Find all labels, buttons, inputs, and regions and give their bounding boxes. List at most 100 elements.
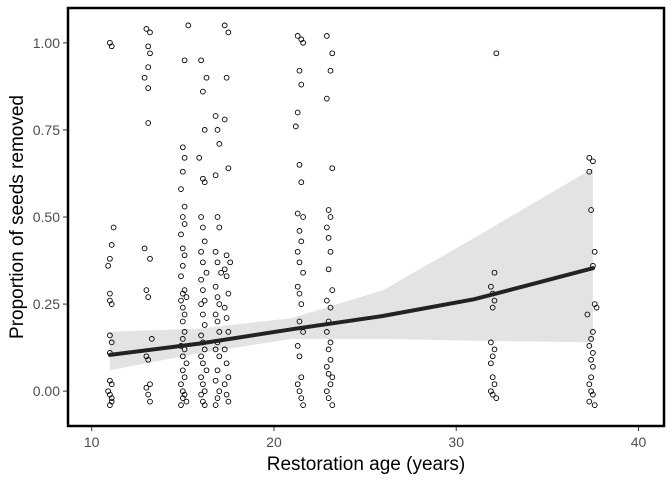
data-point: [223, 74, 230, 81]
data-point: [201, 346, 208, 353]
x-axis-title: Restoration age (years): [267, 454, 466, 475]
data-point: [584, 311, 591, 318]
data-point: [107, 290, 113, 297]
data-point: [491, 269, 498, 276]
data-point: [298, 301, 305, 307]
data-point: [327, 214, 334, 220]
data-point: [221, 266, 228, 273]
data-point: [489, 374, 496, 381]
data-point: [145, 43, 152, 50]
data-point: [586, 398, 593, 405]
data-point: [183, 398, 190, 405]
data-point: [201, 238, 208, 245]
data-point: [200, 381, 206, 388]
data-point: [147, 29, 153, 36]
data-point: [588, 336, 594, 342]
data-point: [323, 297, 330, 304]
data-point: [325, 395, 332, 401]
trend-line-layer: [107, 266, 595, 357]
data-point: [212, 248, 219, 255]
data-point: [200, 287, 206, 293]
data-point: [586, 381, 593, 388]
data-point: [179, 395, 186, 401]
data-point: [493, 50, 500, 57]
data-point: [294, 109, 301, 116]
data-point: [223, 273, 230, 280]
y-tick-label: 0.00: [33, 383, 60, 399]
data-point: [491, 381, 498, 388]
data-point: [181, 329, 188, 335]
data-point: [147, 381, 153, 388]
data-point: [586, 154, 593, 161]
data-point: [212, 402, 219, 408]
data-point: [298, 238, 305, 245]
data-point: [323, 224, 330, 231]
data-point: [300, 214, 306, 220]
data-point: [323, 329, 330, 335]
data-point: [179, 262, 186, 269]
y-tick-label: 0.75: [33, 122, 60, 138]
data-point: [178, 381, 184, 388]
data-point: [198, 276, 204, 283]
data-point: [198, 214, 204, 220]
data-point: [203, 74, 210, 81]
data-point: [294, 33, 301, 39]
data-point: [214, 214, 221, 220]
data-point: [323, 388, 330, 395]
data-point: [327, 248, 334, 255]
data-point: [203, 269, 210, 276]
data-point: [590, 391, 596, 398]
data-point: [325, 346, 332, 353]
data-point: [179, 318, 186, 325]
data-point: [225, 290, 232, 297]
data-point: [178, 186, 184, 192]
data-point: [214, 395, 221, 401]
data-point: [203, 367, 210, 374]
data-point: [200, 88, 206, 95]
data-point: [145, 294, 152, 300]
data-point: [108, 398, 115, 405]
data-point: [214, 367, 221, 374]
data-point: [201, 127, 208, 133]
data-point: [325, 207, 332, 213]
y-tick-label: 0.50: [33, 209, 60, 225]
data-point: [145, 120, 152, 126]
data-point: [300, 39, 306, 46]
data-point: [107, 255, 113, 262]
data-point: [329, 402, 336, 408]
data-point: [586, 343, 593, 349]
data-point: [198, 57, 204, 64]
data-point: [327, 356, 334, 363]
data-point: [327, 339, 334, 346]
data-point: [212, 283, 219, 290]
data-point: [214, 127, 221, 133]
data-point: [590, 158, 596, 165]
data-point: [147, 255, 153, 262]
data-point: [198, 301, 204, 307]
data-point: [329, 374, 336, 381]
data-points-layer: [105, 22, 600, 408]
data-point: [223, 391, 230, 398]
data-point: [201, 179, 208, 186]
data-point: [221, 381, 228, 388]
data-point: [225, 29, 232, 36]
data-point: [588, 356, 594, 363]
data-point: [178, 231, 184, 238]
data-point: [221, 116, 228, 123]
data-point: [216, 353, 223, 360]
data-point: [212, 311, 219, 318]
data-point: [327, 67, 334, 74]
data-point: [225, 165, 232, 172]
data-point: [143, 26, 150, 32]
data-point: [488, 339, 494, 346]
data-point: [591, 248, 598, 255]
data-point: [196, 154, 203, 161]
y-axis-ticks: 0.00 0.25 0.50 0.75 1.00: [33, 35, 67, 399]
data-point: [198, 374, 204, 381]
data-point: [221, 304, 228, 311]
data-point: [323, 363, 330, 370]
data-point: [179, 144, 186, 151]
data-point: [147, 398, 153, 405]
data-point: [212, 346, 219, 353]
